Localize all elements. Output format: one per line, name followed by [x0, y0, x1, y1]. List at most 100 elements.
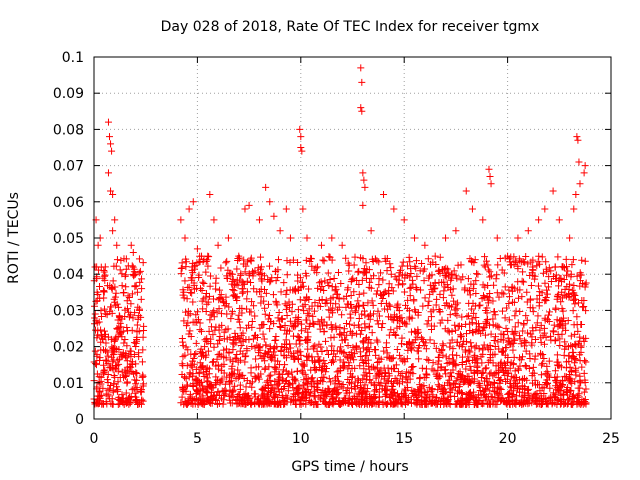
data-point	[300, 376, 308, 384]
data-point	[275, 361, 283, 369]
data-point	[323, 391, 331, 399]
data-point	[539, 269, 547, 277]
data-point	[342, 352, 350, 360]
data-point	[536, 387, 544, 395]
data-point	[417, 286, 425, 294]
data-point	[114, 386, 122, 394]
data-point	[471, 369, 479, 377]
data-point	[278, 315, 286, 323]
data-point	[467, 280, 475, 288]
data-point	[383, 267, 391, 275]
data-point	[555, 216, 563, 224]
data-point	[285, 304, 293, 312]
data-point	[233, 294, 241, 302]
data-point	[500, 290, 508, 298]
data-point	[461, 286, 469, 294]
data-point	[533, 319, 541, 327]
data-point	[286, 317, 294, 325]
data-point	[576, 269, 584, 277]
data-point	[104, 169, 112, 177]
data-point	[373, 358, 381, 366]
data-point	[91, 347, 99, 355]
data-point	[543, 376, 551, 384]
data-point	[444, 327, 452, 335]
data-point	[560, 400, 568, 408]
data-point	[132, 360, 140, 368]
data-point	[354, 382, 362, 390]
data-point	[213, 400, 221, 408]
data-point	[320, 257, 328, 265]
data-point	[139, 382, 147, 390]
data-point	[493, 400, 501, 408]
data-point	[408, 314, 416, 322]
data-point	[310, 307, 318, 315]
data-point	[475, 302, 483, 310]
data-point	[102, 347, 110, 355]
data-point	[464, 353, 472, 361]
data-point	[436, 269, 444, 277]
data-point	[328, 399, 336, 407]
data-point	[454, 299, 462, 307]
data-point	[282, 290, 290, 298]
data-point	[510, 353, 518, 361]
data-point	[183, 381, 191, 389]
data-point	[379, 276, 387, 284]
data-point	[567, 332, 575, 340]
data-point	[440, 389, 448, 397]
data-point	[318, 295, 326, 303]
data-point	[462, 365, 470, 373]
data-point	[399, 357, 407, 365]
data-point	[335, 294, 343, 302]
data-point	[328, 234, 336, 242]
data-point	[139, 333, 147, 341]
data-point	[97, 326, 105, 334]
data-point	[549, 187, 557, 195]
data-point	[357, 400, 365, 408]
data-point	[385, 280, 393, 288]
data-point	[534, 312, 542, 320]
data-point	[526, 354, 534, 362]
data-point	[514, 265, 522, 273]
data-point	[260, 335, 268, 343]
data-point	[554, 323, 562, 331]
data-point	[505, 293, 513, 301]
data-point	[110, 371, 118, 379]
data-point	[362, 376, 370, 384]
data-point	[251, 372, 259, 380]
data-point	[478, 369, 486, 377]
data-point	[548, 394, 556, 402]
data-point	[505, 390, 513, 398]
data-point	[130, 339, 138, 347]
data-point	[531, 352, 539, 360]
data-point	[459, 340, 467, 348]
data-point	[290, 332, 298, 340]
data-point	[253, 341, 261, 349]
data-point	[215, 305, 223, 313]
data-point	[206, 316, 214, 324]
data-point	[270, 212, 278, 220]
data-point	[321, 277, 329, 285]
data-point	[443, 281, 451, 289]
data-point	[428, 385, 436, 393]
data-point	[442, 353, 450, 361]
data-point	[189, 198, 197, 206]
data-point	[104, 390, 112, 398]
data-point	[493, 289, 501, 297]
data-point	[524, 260, 532, 268]
data-point	[544, 379, 552, 387]
data-point	[285, 380, 293, 388]
data-point	[97, 377, 105, 385]
data-point	[112, 289, 120, 297]
data-point	[439, 390, 447, 398]
data-point	[468, 257, 476, 265]
x-tick-labels: 0 5 10 15 20 25	[90, 431, 620, 447]
data-point	[304, 345, 312, 353]
data-point	[139, 373, 147, 381]
data-point	[113, 241, 121, 249]
data-point	[278, 370, 286, 378]
data-point	[224, 234, 232, 242]
data-point	[234, 281, 242, 289]
data-point	[514, 319, 522, 327]
data-point	[569, 307, 577, 315]
data-point	[189, 380, 197, 388]
